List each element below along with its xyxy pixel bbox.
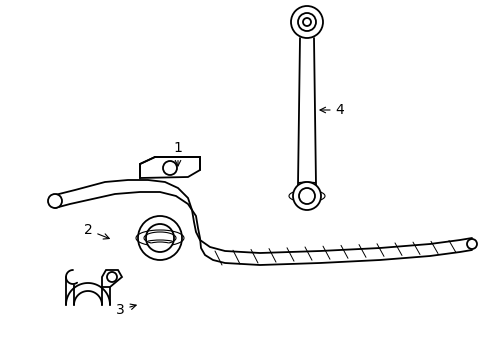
Circle shape	[163, 161, 177, 175]
Circle shape	[107, 272, 117, 282]
Circle shape	[146, 224, 174, 252]
Circle shape	[292, 182, 320, 210]
Polygon shape	[140, 157, 200, 178]
Circle shape	[298, 188, 314, 204]
Polygon shape	[102, 270, 122, 287]
Text: 2: 2	[83, 223, 109, 239]
Text: 4: 4	[319, 103, 344, 117]
Text: 1: 1	[173, 141, 182, 166]
Circle shape	[303, 18, 310, 26]
Circle shape	[48, 194, 62, 208]
Text: 3: 3	[115, 303, 136, 317]
Circle shape	[466, 239, 476, 249]
Polygon shape	[55, 180, 471, 265]
Circle shape	[138, 216, 182, 260]
Circle shape	[297, 13, 315, 31]
Circle shape	[290, 6, 323, 38]
